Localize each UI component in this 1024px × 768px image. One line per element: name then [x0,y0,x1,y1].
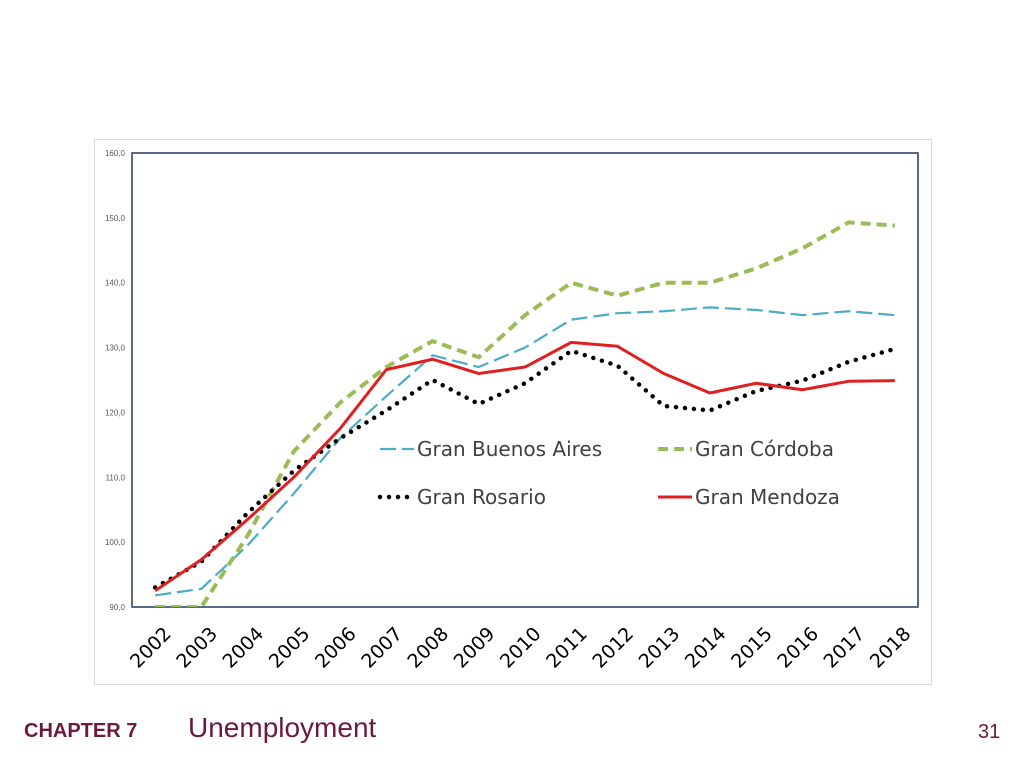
legend-label: Gran Córdoba [695,437,834,461]
line-chart: 90,0 100,0 110,0 120,0 130,0 140,0 150,0 160,0 2… [105,149,919,673]
x-tick-label: 2006 [311,623,361,673]
legend-label: Gran Rosario [417,485,546,509]
x-tick-label: 2005 [265,623,315,673]
x-tick-label: 2018 [866,623,916,673]
chapter-title: Unemployment [188,712,377,743]
x-tick-label: 2017 [820,623,870,673]
x-tick-label: 2013 [635,623,685,673]
chapter-label: CHAPTER 7 [24,720,138,742]
x-tick-label: 2010 [496,623,546,673]
x-tick-label: 2007 [357,623,407,673]
x-tick-label: 2011 [542,623,592,673]
series-line-gran-mendoza [154,340,895,593]
page-number: 31 [978,721,1001,743]
x-tick-label: 2012 [588,623,638,673]
x-tick-label: 2002 [126,623,176,673]
legend-label: Gran Mendoza [695,485,840,509]
y-tick-label: 140,0 [105,279,126,288]
legend-label: Gran Buenos Aires [417,437,602,461]
series-line-gran-buenos-aires [154,306,895,597]
series-line-gran-rosario [152,346,898,590]
x-tick-label: 2003 [172,623,222,673]
chart-area: 90,0 100,0 110,0 120,0 130,0 140,0 150,0 160,0 2… [94,139,932,685]
x-tick-label: 2014 [681,623,731,673]
y-tick-label: 100,0 [105,538,126,547]
y-tick-label: 130,0 [105,344,126,353]
x-tick-label: 2009 [450,623,500,673]
plot-border [131,152,919,608]
x-tick-label: 2004 [218,623,268,673]
y-tick-label: 120,0 [105,408,126,417]
y-tick-label: 150,0 [105,214,126,223]
y-tick-label: 110,0 [106,473,126,482]
y-tick-label: 90,0 [109,603,125,612]
series-line-gran-córdoba [155,220,896,607]
x-tick-label: 2008 [403,623,453,673]
x-tick-label: 2016 [773,623,823,673]
y-tick-label: 160,0 [105,149,126,158]
x-tick-label: 2015 [727,623,777,673]
